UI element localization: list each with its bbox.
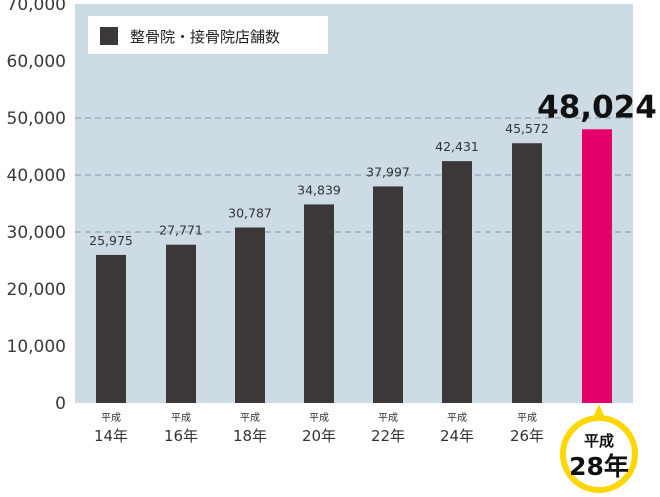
data-labels: 25,975 27,771 30,787 34,839 37,997 42,431 45,5… xyxy=(89,89,657,248)
x-tick-year: 16年 xyxy=(164,427,198,445)
data-label: 42,431 xyxy=(435,139,479,154)
y-tick-label: 40,000 xyxy=(7,166,66,186)
data-label: 34,839 xyxy=(297,182,341,197)
bar xyxy=(96,254,126,403)
x-tick-year: 14年 xyxy=(94,427,128,445)
badge-year-label: 28年 xyxy=(569,452,629,481)
x-tick-era: 平成 xyxy=(171,412,191,424)
data-label: 30,787 xyxy=(228,206,272,221)
legend-swatch xyxy=(100,27,118,45)
y-tick-label: 10,000 xyxy=(7,337,66,357)
x-tick-year: 20年 xyxy=(302,427,336,445)
x-tick-year: 22年 xyxy=(371,427,405,445)
plot-background xyxy=(75,4,633,403)
x-tick-era: 平成 xyxy=(240,412,260,424)
y-tick-label: 0 xyxy=(55,394,66,414)
data-label: 45,572 xyxy=(505,121,549,136)
badge-era-label: 平成 xyxy=(584,432,614,450)
x-tick-year: 18年 xyxy=(233,427,267,445)
y-tick-label: 60,000 xyxy=(7,52,66,72)
y-axis-ticks: 0 10,000 20,000 30,000 40,000 50,000 60,000 70,… xyxy=(7,0,66,414)
x-tick-era: 平成 xyxy=(309,412,329,424)
x-tick-year: 26年 xyxy=(510,427,544,445)
highlight-bar xyxy=(582,129,612,404)
x-tick-year: 24年 xyxy=(440,427,474,445)
x-tick-era: 平成 xyxy=(517,412,537,424)
bar xyxy=(166,244,196,403)
x-tick-era: 平成 xyxy=(447,412,467,424)
y-tick-label: 50,000 xyxy=(7,109,66,129)
x-tick-era: 平成 xyxy=(101,412,121,424)
bar xyxy=(512,143,542,403)
y-tick-label: 70,000 xyxy=(7,0,66,15)
bar xyxy=(235,227,265,403)
x-axis-ticks: 平成 14年 平成 16年 平成 18年 平成 20年 平成 22年 平成 24年 平成 26年 xyxy=(94,412,544,445)
y-tick-label: 30,000 xyxy=(7,223,66,243)
y-tick-label: 20,000 xyxy=(7,280,66,300)
legend: 整骨院・接骨院店舗数 xyxy=(88,16,328,54)
bar xyxy=(373,186,403,403)
highlight-badge: 平成 28年 xyxy=(560,404,638,493)
data-label: 37,997 xyxy=(366,164,410,179)
bar xyxy=(304,204,334,403)
data-label: 27,771 xyxy=(159,223,203,238)
badge-circle xyxy=(560,415,638,493)
x-tick-era: 平成 xyxy=(378,412,398,424)
legend-box xyxy=(88,16,328,54)
bars xyxy=(96,129,612,404)
data-label: 25,975 xyxy=(89,233,133,248)
legend-label: 整骨院・接骨院店舗数 xyxy=(130,28,280,46)
bar xyxy=(442,161,472,403)
highlight-data-label: 48,024 xyxy=(537,89,657,125)
